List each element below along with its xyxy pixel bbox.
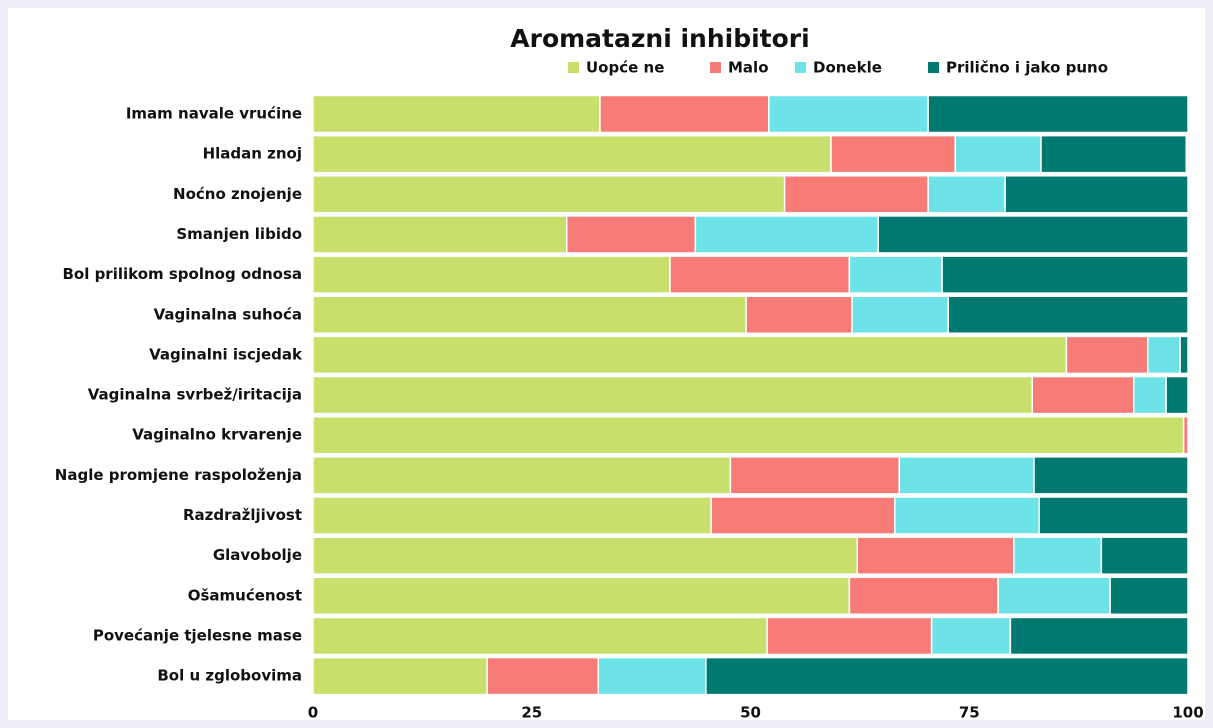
bar-segment — [486, 656, 599, 696]
bar-segment — [856, 536, 1015, 575]
legend-label: Donekle — [813, 59, 882, 77]
bar-segment — [312, 215, 568, 254]
bar-segment — [312, 175, 786, 214]
y-tick-label: Ošamućenost — [188, 586, 302, 604]
bar-segment — [1013, 536, 1103, 575]
bar-segment — [1040, 134, 1187, 174]
bar-segment — [312, 616, 768, 656]
legend-label: Prilično i jako puno — [946, 59, 1108, 77]
bar-segment — [783, 175, 929, 214]
bar-segment — [954, 134, 1042, 174]
bar-segment — [848, 576, 999, 616]
y-tick-label: Smanjen libido — [176, 225, 302, 243]
bar-segment — [1065, 335, 1149, 375]
legend-label: Uopće ne — [586, 59, 664, 77]
bar-segment — [312, 536, 858, 575]
bar-segment — [694, 215, 879, 254]
bar-segment — [1009, 616, 1189, 656]
y-tick-label: Glavobolje — [213, 546, 302, 564]
legend-swatch — [710, 62, 721, 73]
bar-segment — [927, 175, 1006, 214]
bar-segment — [599, 94, 770, 134]
x-tick-label: 50 — [740, 704, 761, 722]
bar-segment — [947, 295, 1189, 334]
bar-segment — [894, 496, 1040, 535]
bar-segment — [997, 576, 1111, 616]
x-tick-label: 25 — [521, 704, 542, 722]
legend-swatch — [568, 62, 579, 73]
bar-segment — [1109, 576, 1189, 616]
bar-segment — [1038, 496, 1189, 535]
bar-segment — [766, 616, 933, 656]
bar-segment — [1100, 536, 1189, 575]
legend-swatch — [795, 62, 806, 73]
bar-segment — [312, 656, 488, 696]
bar-segment — [898, 456, 1035, 495]
bar-segment — [669, 255, 851, 294]
bar-segment — [941, 255, 1189, 294]
bar-segment — [1004, 175, 1189, 214]
bar-segment — [566, 215, 697, 254]
bar-segment — [705, 656, 1189, 696]
bar-segment — [312, 255, 671, 294]
y-tick-label: Povećanje tjelesne mase — [93, 626, 302, 644]
bar-segment — [877, 215, 1189, 254]
bar-segment — [1033, 456, 1189, 495]
y-tick-label: Imam navale vrućine — [126, 105, 302, 123]
bar-segment — [312, 496, 712, 535]
x-tick-label: 100 — [1172, 704, 1203, 722]
bar-segment — [1182, 415, 1189, 455]
x-tick-label: 0 — [308, 704, 318, 722]
chart-title: Aromatazni inhibitori — [510, 24, 809, 53]
bar-segment — [312, 134, 832, 174]
bar-segment — [1031, 375, 1135, 415]
bar-segment — [830, 134, 956, 174]
bar-segment — [312, 295, 747, 334]
bar-segment — [312, 375, 1033, 415]
bar-segment — [1147, 335, 1181, 375]
bar-segment — [312, 335, 1068, 375]
bar-segment — [927, 94, 1189, 134]
bar-segment — [710, 496, 896, 535]
y-tick-label: Vaginalni iscjedak — [149, 345, 303, 363]
bar-segment — [851, 295, 949, 334]
y-tick-label: Razdražljivost — [183, 506, 302, 524]
y-tick-label: Bol u zglobovima — [157, 667, 302, 685]
y-tick-label: Hladan znoj — [203, 145, 302, 163]
bar-segment — [768, 94, 929, 134]
y-tick-label: Bol prilikom spolnog odnosa — [62, 265, 302, 283]
bar-segment — [312, 415, 1185, 455]
legend-label: Malo — [728, 59, 769, 77]
y-tick-label: Vaginalna svrbež/iritacija — [88, 386, 302, 404]
bar-segment — [597, 656, 707, 696]
bar-segment — [729, 456, 900, 495]
legend-swatch — [928, 62, 939, 73]
bar-segment — [930, 616, 1012, 656]
y-tick-label: Vaginalna suhoća — [154, 305, 302, 323]
bar-segment — [312, 94, 601, 134]
y-tick-label: Vaginalno krvarenje — [132, 426, 302, 444]
bar-segment — [1133, 375, 1167, 415]
y-tick-label: Nagle promjene raspoloženja — [55, 466, 302, 484]
bar-segment — [312, 576, 851, 616]
bar-segment — [1179, 335, 1189, 375]
bar-segment — [1165, 375, 1189, 415]
bar-segment — [848, 255, 943, 294]
bar-segment — [745, 295, 853, 334]
bar-segment — [312, 456, 732, 495]
y-tick-label: Noćno znojenje — [173, 185, 302, 203]
x-tick-label: 75 — [959, 704, 980, 722]
